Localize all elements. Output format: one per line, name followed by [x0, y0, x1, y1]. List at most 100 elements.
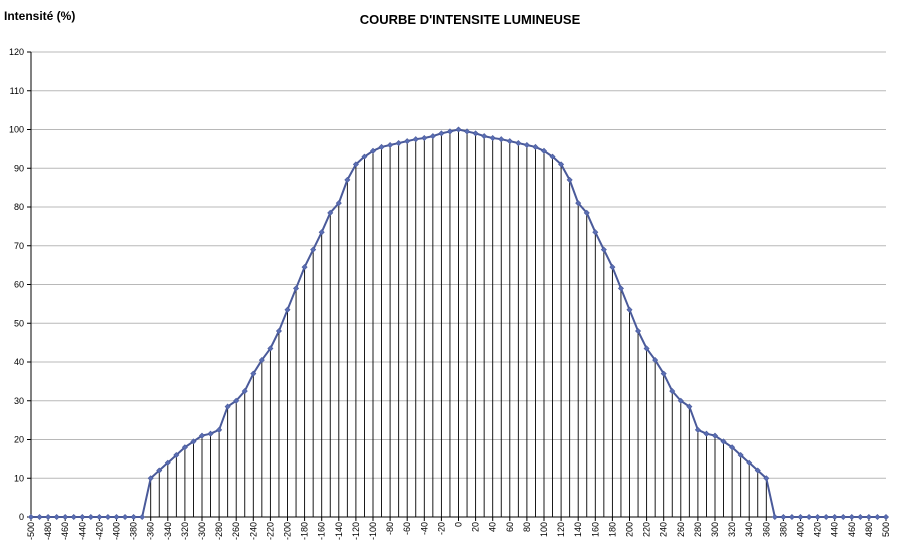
data-point — [566, 176, 573, 183]
data-point — [865, 513, 872, 521]
data-point — [378, 143, 385, 150]
x-tick-label: -300 — [197, 522, 207, 540]
data-point — [472, 130, 479, 137]
data-point — [233, 397, 240, 404]
data-point — [173, 451, 180, 459]
x-tick-label: 320 — [727, 522, 737, 537]
data-point — [686, 403, 693, 410]
y-tick-label: 60 — [14, 280, 24, 290]
data-point — [677, 397, 684, 404]
x-tick-label: 0 — [454, 522, 464, 527]
data-point — [814, 513, 821, 521]
data-point — [797, 513, 804, 521]
x-tick-label: 500 — [881, 522, 891, 537]
y-tick-label: 30 — [14, 396, 24, 406]
axes — [27, 51, 887, 521]
x-tick-label: 340 — [744, 522, 754, 537]
data-point — [404, 138, 411, 145]
data-point — [27, 513, 35, 521]
x-tick-label: 280 — [693, 522, 703, 537]
data-point — [421, 135, 428, 142]
data-point — [515, 140, 522, 147]
x-tick-label: -500 — [26, 522, 36, 540]
x-tick-label: -100 — [368, 522, 378, 540]
data-point — [583, 209, 590, 216]
data-point — [669, 388, 676, 395]
y-tick-label: 90 — [14, 163, 24, 173]
data-point — [156, 467, 163, 474]
x-tick-label: -20 — [436, 522, 446, 535]
data-point — [412, 136, 419, 143]
x-tick-label: 160 — [590, 522, 600, 537]
data-point — [181, 444, 188, 451]
data-point — [660, 370, 667, 377]
data-point — [635, 327, 642, 335]
x-tick-label: -360 — [146, 522, 156, 540]
x-tick-label: -480 — [43, 522, 53, 540]
data-point — [464, 128, 471, 135]
y-axis-label: Intensité (%) — [4, 9, 75, 23]
data-point — [498, 136, 505, 143]
data-point — [130, 513, 137, 521]
data-point — [293, 285, 300, 292]
data-point — [113, 513, 120, 521]
data-point — [87, 513, 94, 521]
y-axis-ticks: 0 10 20 30 40 50 60 70 80 90 100 110 120 — [9, 47, 24, 522]
data-markers — [27, 126, 890, 521]
x-tick-label: 140 — [573, 522, 583, 537]
data-point — [848, 513, 855, 521]
x-tick-label: 120 — [556, 522, 566, 537]
data-point — [643, 345, 650, 352]
data-point — [45, 513, 52, 521]
data-point — [250, 370, 257, 377]
data-point — [558, 161, 565, 168]
data-point — [703, 430, 710, 437]
data-point — [147, 475, 154, 482]
x-tick-label: 460 — [847, 522, 857, 537]
x-tick-label: 480 — [864, 522, 874, 537]
data-point — [79, 513, 86, 521]
data-point — [361, 153, 368, 160]
x-axis-ticks: -500 -480 -460 -440 -420 -400 -380 -360 -340 -320… — [26, 522, 891, 540]
x-tick-label: -40 — [419, 522, 429, 535]
data-point — [523, 141, 530, 149]
x-tick-label: 40 — [488, 522, 498, 532]
data-point — [139, 513, 146, 521]
data-point — [600, 246, 607, 253]
data-point — [780, 513, 787, 521]
data-point — [164, 459, 171, 466]
x-tick-label: -260 — [231, 522, 241, 540]
data-point — [70, 513, 77, 521]
data-point — [831, 513, 838, 521]
x-tick-label: -180 — [300, 522, 310, 540]
data-point — [104, 513, 111, 521]
x-tick-label: 100 — [539, 522, 549, 537]
x-tick-label: 380 — [778, 522, 788, 537]
data-point — [711, 432, 719, 439]
y-tick-label: 50 — [14, 318, 24, 328]
data-point — [335, 200, 342, 207]
x-tick-label: 200 — [625, 522, 635, 537]
y-tick-label: 120 — [9, 47, 24, 57]
data-point — [788, 513, 795, 521]
data-point — [549, 153, 556, 160]
x-tick-label: -120 — [351, 522, 361, 540]
data-point — [806, 513, 813, 521]
data-point — [36, 513, 43, 521]
y-tick-label: 80 — [14, 202, 24, 212]
x-tick-label: 400 — [796, 522, 806, 537]
data-point — [344, 176, 351, 183]
data-point — [540, 147, 548, 154]
x-tick-label: 20 — [471, 522, 481, 532]
x-tick-label: 420 — [813, 522, 823, 537]
y-tick-label: 110 — [10, 86, 24, 96]
data-point — [387, 141, 394, 149]
x-tick-label: -460 — [60, 522, 70, 540]
data-point — [198, 432, 206, 439]
data-point — [352, 161, 359, 168]
data-point — [310, 246, 317, 253]
y-tick-label: 10 — [14, 473, 24, 483]
data-point — [771, 513, 778, 521]
data-point — [694, 426, 701, 433]
